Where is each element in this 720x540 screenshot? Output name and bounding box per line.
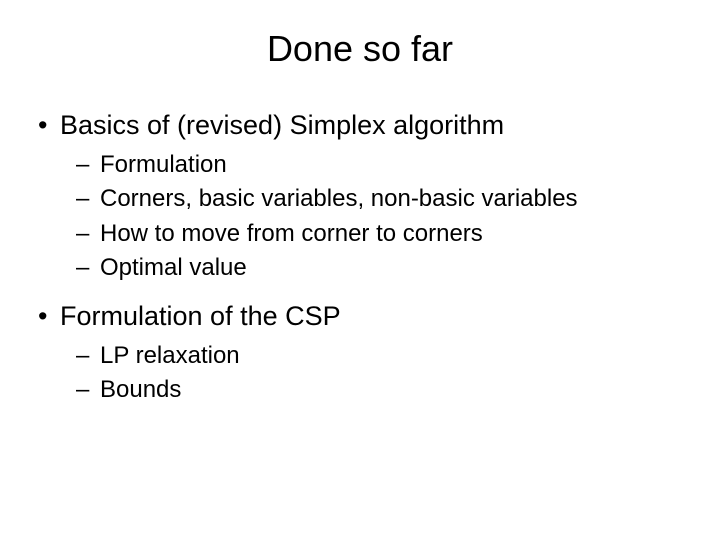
sub-bullet: How to move from corner to corners [36,218,684,250]
sub-bullet: Formulation [36,149,684,181]
slide-title: Done so far [36,28,684,70]
sub-bullet: LP relaxation [36,340,684,372]
sub-bullet: Optimal value [36,252,684,284]
section-1: Basics of (revised) Simplex algorithm Fo… [36,108,684,285]
slide-container: Done so far Basics of (revised) Simplex … [0,0,720,540]
bullet-list: Basics of (revised) Simplex algorithm Fo… [36,108,684,407]
bullet-heading-1: Basics of (revised) Simplex algorithm [36,108,684,143]
sub-bullet: Corners, basic variables, non-basic vari… [36,183,684,215]
bullet-heading-2: Formulation of the CSP [36,299,684,334]
section-2: Formulation of the CSP LP relaxation Bou… [36,299,684,407]
sub-bullet: Bounds [36,374,684,406]
